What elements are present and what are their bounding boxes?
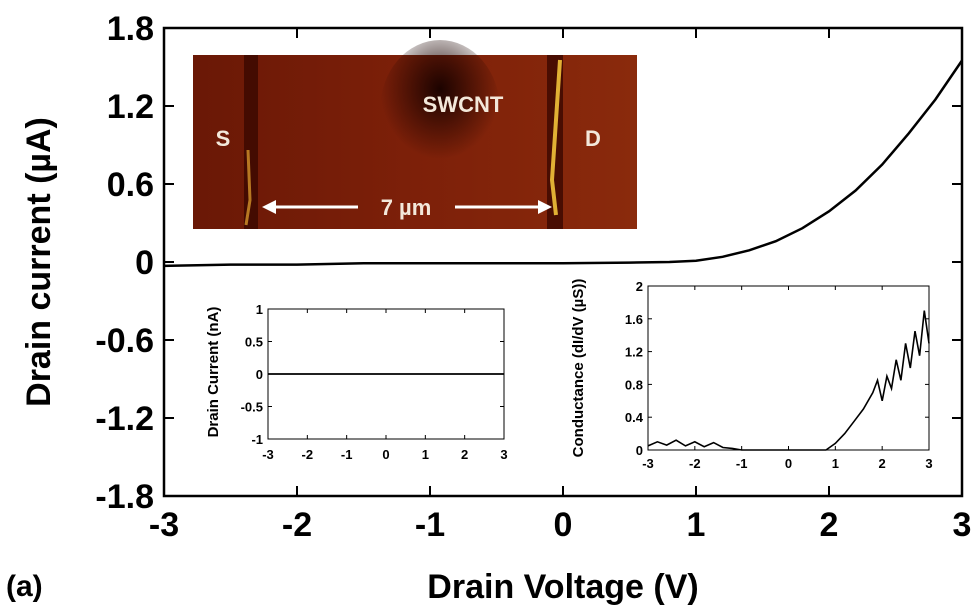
x-tick-label: 2 — [820, 506, 839, 544]
inset-right-ticks — [647, 285, 930, 451]
y-tick-label: -0.5 — [241, 400, 263, 415]
source-bright-edge — [244, 149, 252, 226]
scale-arrowhead-left — [262, 200, 276, 214]
y-tick-label: 1.2 — [625, 345, 643, 360]
x-tick-label: -1 — [736, 456, 748, 471]
y-tick-label: -0.6 — [95, 322, 154, 360]
x-tick-label: -1 — [341, 447, 353, 462]
x-tick-label: 1 — [422, 447, 429, 462]
y-tick-label: 1.6 — [625, 312, 643, 327]
scale-arrowhead-right — [538, 200, 552, 214]
inset-right: -3 -2 -1 0 1 2 3 2 1.6 1.2 0.8 0.4 0 Conductance (d… — [570, 279, 933, 471]
y-tick-label: 0 — [135, 244, 154, 282]
x-tick-label: 2 — [461, 447, 468, 462]
afm-image-inset: S SWCNT D 7 µm — [193, 40, 637, 229]
drain-label: D — [585, 126, 601, 151]
y-axis-title: Drain current (µA) — [20, 117, 58, 407]
source-label: S — [216, 126, 231, 151]
inset-left-x-tick-labels: -3 -2 -1 0 1 2 3 — [262, 447, 507, 462]
x-tick-label: 0 — [382, 447, 389, 462]
inset-left-y-title: Drain Current (nA) — [205, 307, 222, 438]
source-electrode-edge — [244, 55, 258, 229]
panel-label: (a) — [6, 570, 43, 603]
x-tick-label: 0 — [554, 506, 573, 544]
x-tick-label: 2 — [879, 456, 886, 471]
y-tick-label: 2 — [636, 279, 643, 294]
y-tick-label: 0.5 — [245, 335, 263, 350]
main-ticks — [163, 27, 963, 497]
x-tick-label: 3 — [953, 506, 971, 544]
swcnt-label: SWCNT — [423, 92, 504, 117]
x-tick-label: 3 — [925, 456, 932, 471]
inset-right-x-tick-labels: -3 -2 -1 0 1 2 3 — [642, 456, 932, 471]
scale-bar-label: 7 µm — [381, 195, 432, 220]
x-tick-label: 0 — [785, 456, 792, 471]
y-tick-label: 0.6 — [107, 166, 154, 204]
x-tick-label: 1 — [687, 506, 706, 544]
inset-right-y-tick-labels: 2 1.6 1.2 0.8 0.4 0 — [625, 279, 644, 458]
y-tick-label: 0 — [636, 443, 643, 458]
x-tick-label: -3 — [149, 506, 179, 544]
x-tick-label: 1 — [832, 456, 839, 471]
y-tick-label: -1.8 — [95, 478, 154, 516]
main-y-tick-labels: 1.8 1.2 0.6 0 -0.6 -1.2 -1.8 — [95, 10, 154, 516]
inset-left: -3 -2 -1 0 1 2 3 1 0.5 0 -0.5 -1 Drain Current (nA… — [205, 302, 508, 462]
y-tick-label: 1.2 — [107, 88, 154, 126]
x-axis-title: Drain Voltage (V) — [427, 568, 698, 606]
x-tick-label: -3 — [642, 456, 654, 471]
y-tick-label: 0.4 — [625, 410, 644, 425]
x-tick-label: -2 — [282, 506, 312, 544]
y-tick-label: -1.2 — [95, 400, 154, 438]
x-tick-label: -3 — [262, 447, 274, 462]
y-tick-label: 1 — [256, 302, 263, 317]
y-tick-label: 0 — [256, 367, 263, 382]
inset-right-curve — [647, 310, 930, 451]
y-tick-label: 1.8 — [107, 10, 154, 48]
main-iv-curve — [163, 59, 964, 268]
x-tick-label: -2 — [302, 447, 314, 462]
x-tick-label: 3 — [500, 447, 507, 462]
inset-right-frame — [647, 285, 930, 451]
x-tick-label: -1 — [415, 506, 445, 544]
inset-left-y-tick-labels: 1 0.5 0 -0.5 -1 — [241, 302, 263, 447]
main-x-tick-labels: -3 -2 -1 0 1 2 3 — [149, 506, 971, 544]
y-tick-label: -1 — [251, 432, 263, 447]
afm-dark-region — [380, 40, 500, 180]
y-tick-label: 0.8 — [625, 377, 643, 392]
inset-right-y-title: Conductance (dI/dV (µS)) — [570, 279, 587, 458]
x-tick-label: -2 — [689, 456, 701, 471]
drain-bright-edge — [549, 59, 562, 216]
